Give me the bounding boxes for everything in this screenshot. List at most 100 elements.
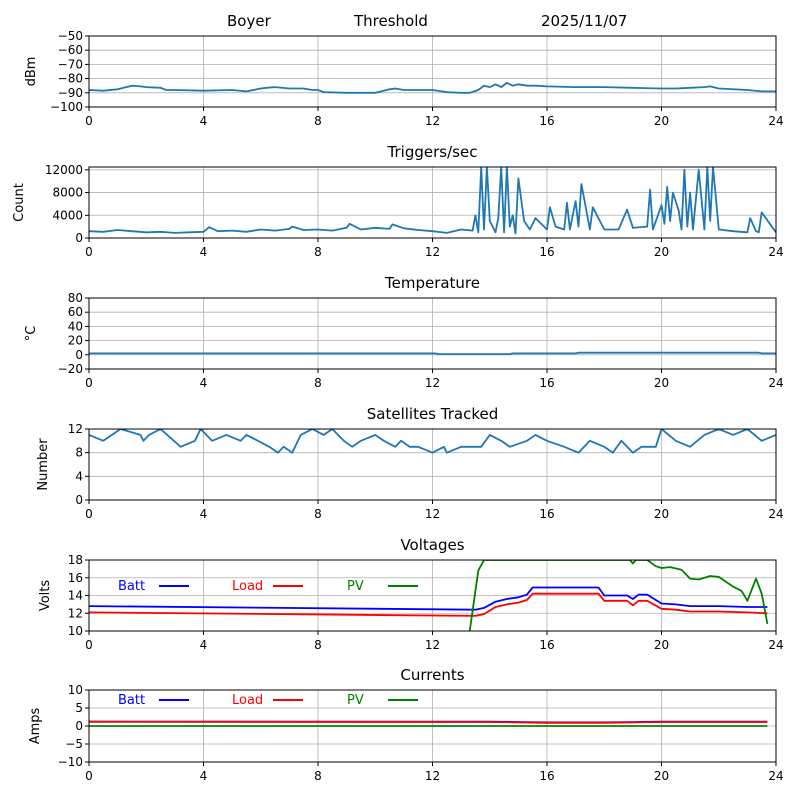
y-axis-label: Count (12, 183, 27, 222)
y-tick-label: 0 (75, 493, 83, 507)
y-tick-label: 60 (68, 305, 83, 319)
x-tick-label: 24 (768, 376, 783, 390)
legend-label: Batt (118, 579, 145, 594)
legend-label: Load (232, 579, 263, 594)
y-tick-label: 0 (75, 719, 83, 733)
series-line-pv (468, 560, 769, 631)
legend-item-pv: PV (347, 579, 418, 594)
chart-title: Satellites Tracked (367, 405, 498, 423)
x-tick-label: 8 (314, 769, 322, 783)
x-tick-label: 12 (425, 638, 440, 652)
y-tick-label: 16 (68, 571, 83, 585)
header-station: Boyer (227, 12, 271, 30)
series-line-signal (89, 82, 776, 94)
x-tick-label: 20 (654, 245, 669, 259)
y-tick-label: −10 (58, 755, 83, 769)
y-tick-label: 12 (68, 422, 83, 436)
x-tick-label: 0 (85, 769, 93, 783)
chart-title: Triggers/sec (387, 143, 478, 161)
chart-satellites: 0 4 8 12 16 20 24 0 4 8 12 Satellites Tracked Number (36, 405, 784, 521)
header-mode: Threshold (354, 12, 428, 30)
y-axis-label: Number (36, 438, 51, 491)
series-line-load (89, 720, 768, 724)
x-tick-label: 24 (768, 245, 783, 259)
x-tick-label: 0 (85, 507, 93, 521)
x-tick-label: 16 (539, 114, 554, 128)
y-tick-label: −60 (58, 43, 83, 57)
x-tick-label: 20 (654, 638, 669, 652)
y-axis-label: °C (24, 326, 39, 342)
x-tick-label: 24 (768, 638, 783, 652)
x-tick-label: 4 (200, 376, 208, 390)
y-tick-label: 8 (75, 446, 83, 460)
legend-label: Batt (118, 693, 145, 708)
y-tick-label: 10 (68, 683, 83, 697)
x-tick-label: 0 (85, 638, 93, 652)
legend-item-pv: PV (347, 693, 418, 708)
chart-triggers: 0 4 8 12 16 20 24 0 4000 8000 12000 Triggers/sec Cou… (12, 143, 784, 259)
chart-signal: 0 4 8 12 16 20 24 −100−90−80−70−60−50 dBm (24, 29, 784, 128)
legend-item-batt: Batt (118, 693, 189, 708)
x-tick-label: 20 (654, 376, 669, 390)
y-tick-label: −70 (58, 57, 83, 71)
legend-label: PV (347, 579, 364, 594)
y-tick-label: 14 (68, 589, 83, 603)
x-tick-label: 8 (314, 507, 322, 521)
x-tick-label: 24 (768, 507, 783, 521)
y-tick-label: −90 (58, 86, 83, 100)
x-tick-label: 20 (654, 114, 669, 128)
x-tick-label: 4 (200, 245, 208, 259)
y-tick-label: 10 (68, 624, 83, 638)
chart-currents: 0 4 8 12 16 20 24 −10 −5 0 5 10 Currents Amps Batt Load… (28, 666, 784, 783)
x-tick-label: 0 (85, 114, 93, 128)
x-tick-label: 20 (654, 507, 669, 521)
x-tick-label: 12 (425, 245, 440, 259)
series-line-batt (89, 586, 768, 611)
x-tick-label: 4 (200, 638, 208, 652)
y-tick-label: 0 (75, 231, 83, 245)
x-tick-label: 24 (768, 114, 783, 128)
x-tick-label: 16 (539, 507, 554, 521)
legend-item-batt: Batt (118, 579, 189, 594)
series-line-satellites (89, 429, 776, 454)
y-tick-label: 80 (68, 291, 83, 305)
x-tick-label: 8 (314, 114, 322, 128)
y-tick-label: 8000 (52, 186, 83, 200)
x-tick-label: 8 (314, 376, 322, 390)
x-tick-label: 12 (425, 114, 440, 128)
legend-label: PV (347, 693, 364, 708)
x-tick-label: 4 (200, 507, 208, 521)
chart-voltages: 0 4 8 12 16 20 24 10 12 14 16 18 Voltages Volts Batt Lo… (38, 536, 784, 652)
x-tick-label: 24 (768, 769, 783, 783)
y-tick-label: 12000 (45, 163, 83, 177)
y-axis-label: Amps (28, 707, 43, 744)
x-tick-label: 0 (85, 245, 93, 259)
y-tick-label: 12 (68, 606, 83, 620)
x-tick-label: 4 (200, 769, 208, 783)
series-line-triggers (89, 167, 776, 235)
x-tick-label: 12 (425, 507, 440, 521)
x-tick-label: 16 (539, 769, 554, 783)
x-tick-label: 20 (654, 769, 669, 783)
x-tick-label: 8 (314, 638, 322, 652)
series-line-load (89, 592, 768, 617)
y-tick-label: 4 (75, 469, 83, 483)
y-tick-label: 5 (75, 701, 83, 715)
x-tick-label: 4 (200, 114, 208, 128)
y-tick-label: 4000 (52, 208, 83, 222)
legend-label: Load (232, 693, 263, 708)
series-line-temperature (89, 351, 776, 356)
y-tick-label: 40 (68, 319, 83, 333)
y-tick-label: −50 (58, 29, 83, 43)
x-tick-label: 12 (425, 376, 440, 390)
chart-title: Temperature (384, 274, 480, 292)
x-tick-label: 16 (539, 245, 554, 259)
y-tick-label: 0 (75, 348, 83, 362)
y-tick-label: −100 (50, 100, 83, 114)
x-tick-label: 12 (425, 769, 440, 783)
header-date: 2025/11/07 (541, 12, 628, 30)
y-tick-label: 20 (68, 334, 83, 348)
legend-item-load: Load (232, 579, 303, 594)
